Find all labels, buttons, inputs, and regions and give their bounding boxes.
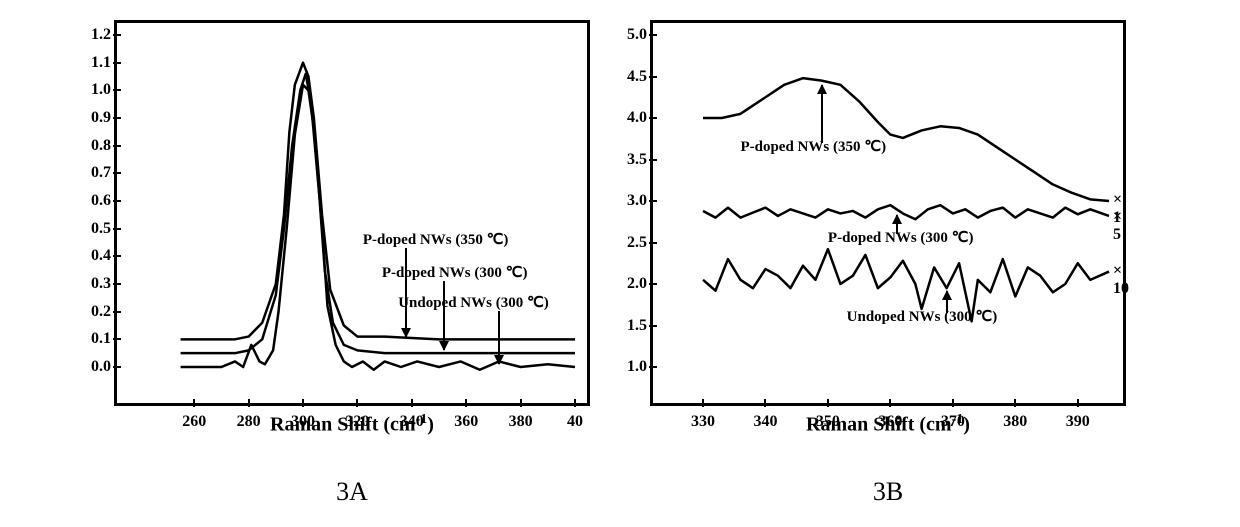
multiplier-label: × 5 (1113, 208, 1123, 244)
ytick-label: 0.4 (77, 247, 111, 265)
annotation-arrow (443, 281, 445, 350)
xtick-label: 360 (878, 413, 902, 431)
series-line (181, 85, 575, 370)
annotation-arrow (946, 291, 948, 314)
xtick-label: 40 (567, 413, 583, 431)
annotation-arrow (405, 248, 407, 337)
chart-a-svg (117, 23, 587, 403)
annotation-label: P-doped NWs (350 ℃) (363, 230, 509, 249)
panel-b-caption: 3B (873, 477, 903, 507)
ytick-label: 1.0 (77, 81, 111, 99)
ytick-label: 4.0 (613, 109, 647, 127)
xtick-label: 320 (345, 413, 369, 431)
annotation-label: Undoped NWs (300 ℃) (398, 293, 549, 312)
chart-b-svg (653, 23, 1123, 403)
series-line (703, 205, 1109, 219)
panel-a-caption: 3A (336, 477, 368, 507)
xtick-label: 330 (691, 413, 715, 431)
ytick-label: 0.2 (77, 303, 111, 321)
ytick-label: 1.0 (613, 358, 647, 376)
ytick-label: 0.8 (77, 137, 111, 155)
annotation-arrow (896, 215, 898, 234)
chart-b-box: 3303403503603703803901.01.52.02.53.03.54… (650, 20, 1126, 406)
multiplier-label: × 10 (1113, 262, 1129, 298)
ytick-label: 0.6 (77, 192, 111, 210)
ytick-label: 0.0 (77, 358, 111, 376)
xlabel-a-close: ) (427, 414, 434, 436)
ytick-label: 0.7 (77, 164, 111, 182)
ytick-label: 5.0 (613, 26, 647, 44)
annotation-label: Undoped NWs (300 ℃) (847, 307, 998, 326)
panel-b: 3303403503603703803901.01.52.02.53.03.54… (650, 20, 1126, 507)
xtick-label: 370 (941, 413, 965, 431)
chart-a-box: 260280300320340360380400.00.10.20.30.40.… (114, 20, 590, 406)
ytick-label: 1.1 (77, 54, 111, 72)
xtick-label: 340 (400, 413, 424, 431)
ytick-label: 1.5 (613, 317, 647, 335)
xtick-label: 280 (237, 413, 261, 431)
annotation-arrow (821, 85, 823, 143)
xtick-label: 390 (1066, 413, 1090, 431)
xtick-label: 380 (1003, 413, 1027, 431)
xtick-label: 340 (753, 413, 777, 431)
xtick-label: 360 (454, 413, 478, 431)
ytick-label: 0.3 (77, 275, 111, 293)
annotation-label: P-doped NWs (300 ℃) (382, 263, 528, 282)
annotation-label: P-doped NWs (350 ℃) (740, 137, 886, 156)
xtick-label: 350 (816, 413, 840, 431)
ytick-label: 1.2 (77, 26, 111, 44)
annotation-arrow (498, 311, 500, 364)
xtick-label: 260 (182, 413, 206, 431)
panel-a: 260280300320340360380400.00.10.20.30.40.… (114, 20, 590, 507)
ytick-label: 3.5 (613, 151, 647, 169)
ytick-label: 3.0 (613, 192, 647, 210)
ytick-label: 0.9 (77, 109, 111, 127)
ytick-label: 4.5 (613, 68, 647, 86)
ytick-label: 2.0 (613, 275, 647, 293)
ytick-label: 0.1 (77, 330, 111, 348)
xtick-label: 380 (509, 413, 533, 431)
ytick-label: 2.5 (613, 234, 647, 252)
xtick-label: 300 (291, 413, 315, 431)
annotation-label: P-doped NWs (300 ℃) (828, 228, 974, 247)
ytick-label: 0.5 (77, 220, 111, 238)
